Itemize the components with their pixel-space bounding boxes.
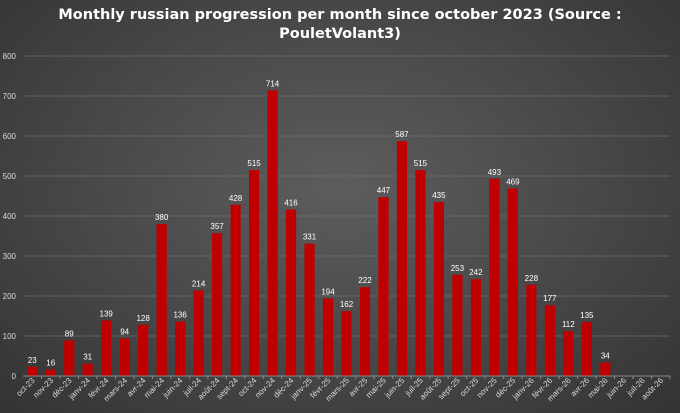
bar — [156, 224, 167, 376]
data-label: 89 — [65, 329, 74, 338]
bar — [378, 197, 389, 376]
data-label: 493 — [488, 168, 502, 177]
data-label: 447 — [377, 186, 391, 195]
data-label: 214 — [192, 279, 206, 288]
bar — [267, 90, 278, 377]
bar — [212, 233, 223, 376]
y-tick-label: 100 — [3, 332, 17, 341]
bar — [452, 274, 463, 376]
bar — [396, 141, 408, 376]
bar — [27, 366, 38, 376]
chart-title-line-2: PouletVolant3) — [279, 26, 401, 42]
bar — [507, 188, 518, 376]
data-label: 242 — [469, 268, 483, 277]
data-label: 228 — [525, 274, 539, 283]
bar — [526, 284, 537, 376]
data-label: 31 — [83, 353, 92, 362]
data-label: 714 — [266, 79, 280, 88]
data-label: 222 — [358, 276, 372, 285]
y-axis: 0 100 200 300 400 500 600 700 800 — [3, 52, 670, 381]
data-label: 469 — [506, 177, 520, 186]
y-tick-label: 0 — [12, 372, 17, 381]
y-tick-label: 200 — [3, 292, 17, 301]
gridlines — [23, 55, 670, 337]
bar — [45, 369, 56, 376]
x-axis: oct-23nov-23déc-23janv-24févr-24mars-24a… — [15, 376, 671, 403]
bar — [322, 298, 334, 376]
bar — [230, 204, 241, 376]
bar — [193, 290, 204, 376]
x-tick-label: juin-26 — [604, 376, 628, 400]
data-label: 194 — [321, 287, 335, 296]
data-label: 416 — [284, 199, 298, 208]
bar — [600, 362, 611, 376]
data-label: 380 — [155, 213, 169, 222]
data-label: 253 — [451, 264, 465, 273]
bar — [359, 287, 371, 376]
data-labels: 23 16 89 31 139 94 128 380 136 214 357 428 515 714 416… — [28, 79, 611, 367]
y-tick-label: 500 — [3, 172, 17, 181]
x-tick-label: juin-24 — [160, 376, 184, 400]
bar — [248, 170, 260, 376]
y-tick-label: 400 — [3, 212, 17, 221]
data-label: 357 — [210, 222, 224, 231]
data-label: 177 — [543, 294, 557, 303]
data-label: 515 — [414, 159, 428, 168]
data-label: 515 — [247, 159, 261, 168]
data-label: 94 — [120, 327, 129, 336]
bar — [304, 243, 315, 376]
bar — [82, 363, 93, 376]
data-label: 34 — [601, 351, 610, 360]
bar — [415, 170, 426, 376]
bar — [285, 209, 297, 376]
data-label: 435 — [432, 191, 446, 200]
y-tick-label: 700 — [3, 92, 17, 101]
x-tick-label: mai-25 — [364, 376, 388, 400]
bar — [581, 322, 592, 376]
data-label: 587 — [395, 130, 409, 139]
bar — [563, 331, 574, 376]
bar — [119, 338, 130, 376]
data-label: 112 — [562, 320, 575, 329]
data-label: 135 — [580, 311, 594, 320]
bar — [64, 340, 75, 376]
bar — [544, 305, 555, 376]
data-label: 23 — [28, 356, 37, 365]
data-label: 331 — [303, 233, 317, 242]
y-tick-label: 300 — [3, 252, 17, 261]
data-label: 139 — [100, 309, 114, 318]
bar — [470, 279, 481, 376]
bar — [433, 202, 445, 376]
bars — [27, 90, 611, 377]
x-tick-label: mai-26 — [586, 376, 610, 400]
y-tick-label: 800 — [3, 52, 17, 61]
bar — [341, 311, 352, 376]
y-tick-label: 600 — [3, 132, 17, 141]
x-tick-label: mai-24 — [142, 376, 166, 400]
data-label: 16 — [46, 359, 55, 368]
bar — [489, 178, 500, 376]
data-label: 162 — [340, 300, 354, 309]
bar — [138, 324, 149, 376]
bar — [101, 320, 112, 376]
bar — [175, 321, 186, 376]
x-tick-label: juin-25 — [382, 376, 406, 400]
data-label: 128 — [136, 314, 150, 323]
data-label: 428 — [229, 194, 243, 203]
data-label: 136 — [173, 311, 187, 320]
chart-title-line-1: Monthly russian progression per month si… — [58, 7, 621, 23]
